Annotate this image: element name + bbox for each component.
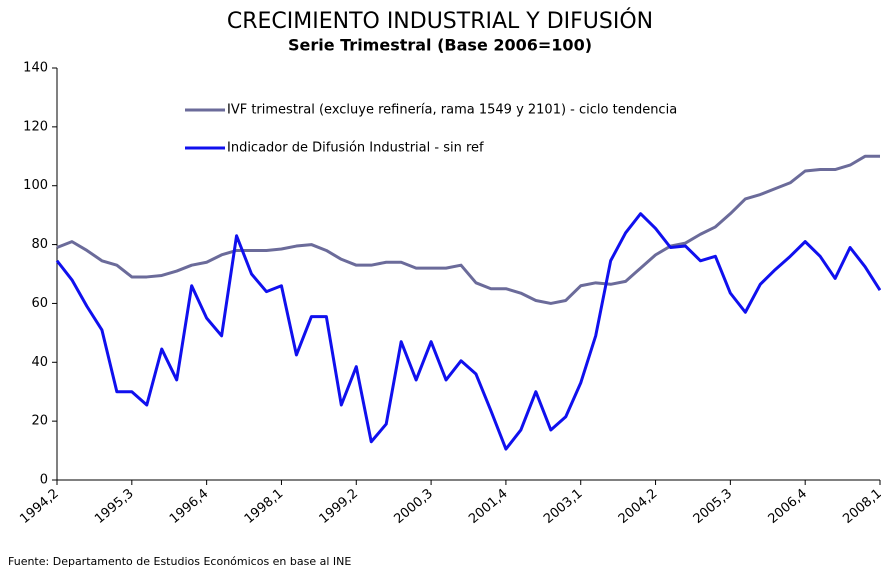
legend-label: Indicador de Difusión Industrial - sin r… [227,141,484,156]
y-tick-label: 140 [23,61,48,76]
y-tick-label: 100 [23,178,48,193]
y-tick-label: 120 [23,119,48,134]
x-tick-label: 2008,1 [840,486,881,527]
y-tick-label: 60 [31,296,48,311]
source-note: Fuente: Departamento de Estudios Económi… [8,555,351,568]
x-tick-label: 1995,3 [92,486,136,527]
series-line [56,154,880,305]
x-tick-label: 1998,1 [242,486,286,527]
legend-label: IVF trimestral (excluye refinería, rama … [227,103,677,118]
y-tick-label: 20 [31,414,48,429]
chart-subtitle: Serie Trimestral (Base 2006=100) [288,36,592,55]
x-tick-label: 2004,2 [616,486,660,527]
chart-title: CRECIMIENTO INDUSTRIAL Y DIFUSIÓN [227,8,653,34]
x-tick-label: 1996,4 [167,486,211,527]
x-tick-label: 2000,3 [391,486,435,527]
x-tick-label: 2006,4 [766,486,810,527]
x-tick-label: 2005,3 [691,486,735,527]
y-tick-label: 40 [31,355,48,370]
x-tick-label: 2003,1 [541,486,585,527]
y-tick-label: 0 [40,473,48,488]
y-tick-label: 80 [31,237,48,252]
x-tick-label: 1994,2 [17,486,61,527]
series-line [55,212,881,451]
x-tick-label: 2001,4 [466,486,510,527]
x-tick-label: 1999,2 [317,486,361,527]
